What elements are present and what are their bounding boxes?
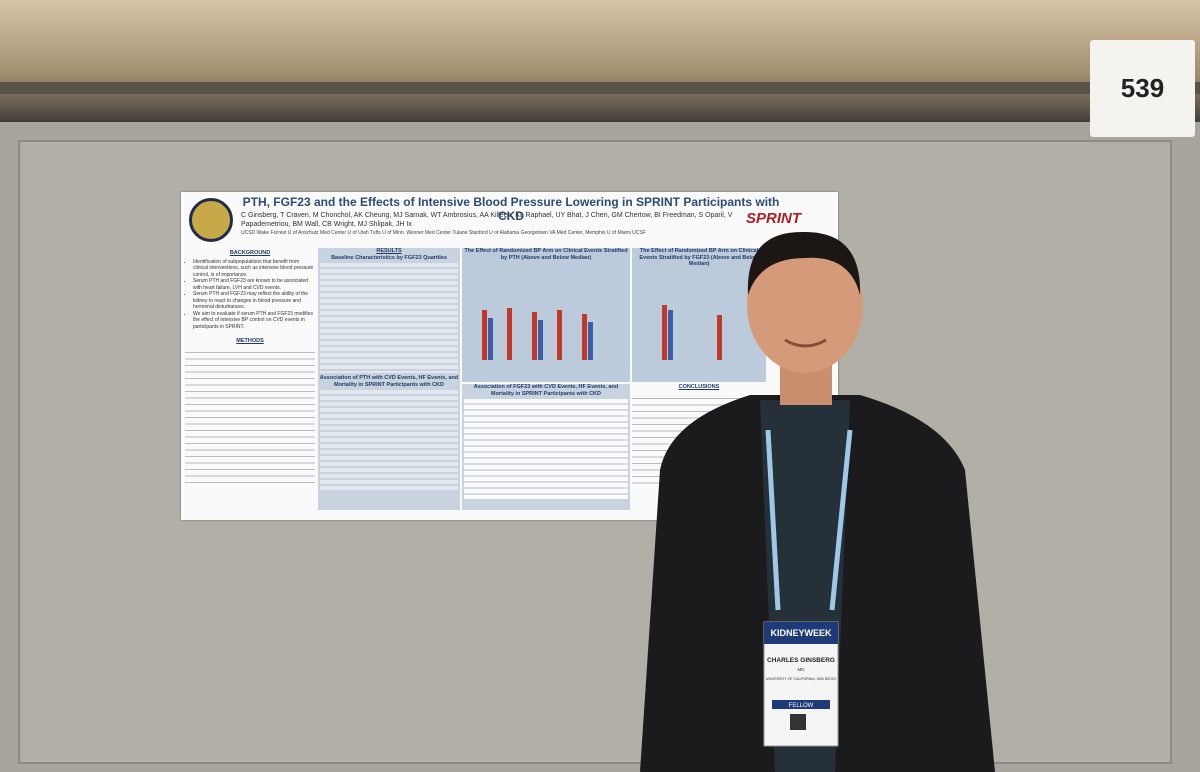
- chart-title: The Effect of Randomized BP Arm on Clini…: [639, 248, 759, 267]
- badge-role-band: [772, 700, 830, 709]
- booth-number: 539: [1090, 40, 1195, 137]
- table-title: Association of PTH with CVD Events, HF E…: [319, 375, 459, 388]
- results-panel: Association of FGF23 with CVD Events, HF…: [462, 384, 630, 510]
- badge-header: [764, 622, 838, 644]
- section-title: RESULTS: [376, 248, 402, 254]
- results-panel: RESULTS Baseline Characteristics by FGF2…: [318, 248, 460, 510]
- bullet: Serum PTH and FGF23 may reflect the abil…: [193, 291, 315, 311]
- face: [747, 237, 863, 373]
- chart-bar: [717, 315, 722, 360]
- chart-title: The Effect of Randomized BP Arm on Clini…: [464, 248, 628, 261]
- bullet: Serum PTH and FGF23 are known to be asso…: [193, 278, 315, 291]
- table-title: Association of FGF23 with CVD Events, HF…: [473, 384, 619, 397]
- chart-bar: [582, 314, 587, 360]
- chart-panel: The Effect of Randomized BP Arm on Clini…: [462, 248, 630, 382]
- background-column: BACKGROUND Identification of subpopulati…: [185, 250, 315, 488]
- section-title: METHODS: [236, 338, 264, 344]
- poster-authors: C Ginsberg, T Craven, M Chonchol, AK Che…: [241, 212, 733, 228]
- chart-panel: The Effect of Randomized BP Arm on Clini…: [632, 248, 766, 382]
- chart-bar: [662, 305, 667, 360]
- chart-bar: [488, 318, 493, 360]
- badge-event: KIDNEYWEEK: [770, 628, 832, 638]
- badge-org: UNIVERSITY OF CALIFORNIA, SAN DIEGO: [766, 677, 836, 681]
- section-title: CONCLUSIONS: [678, 384, 720, 390]
- table: [464, 399, 628, 499]
- smile: [784, 338, 827, 348]
- background-list: Identification of subpopulations that be…: [185, 259, 315, 331]
- table: [320, 263, 458, 373]
- methods-text: [185, 347, 315, 488]
- chart-bar: [507, 308, 512, 360]
- sprint-logo: SPRINT: [746, 210, 802, 227]
- section-title: BACKGROUND: [229, 250, 271, 256]
- chart-bar: [538, 320, 543, 360]
- hair: [747, 231, 861, 295]
- badge-name: CHARLES GINSBERG: [767, 657, 835, 664]
- table-title: Baseline Characteristics by FGF23 Quarti…: [331, 254, 447, 261]
- chart-bar: [532, 312, 537, 360]
- badge-degree: MD: [798, 667, 806, 672]
- chart-bar: [588, 322, 593, 360]
- bullet: Identification of subpopulations that be…: [193, 259, 315, 279]
- ceiling-beam: [0, 82, 1200, 94]
- chart-bar: [557, 310, 562, 360]
- poster-title: PTH, FGF23 and the Effects of Intensive …: [242, 195, 780, 223]
- seal-logo: [189, 198, 233, 242]
- poster-affiliations: UCSD Wake Forrest U of Anschutz Med Cent…: [241, 230, 646, 236]
- ceiling: [0, 0, 1200, 125]
- chart-bar: [482, 310, 487, 360]
- qr-code: [790, 714, 806, 730]
- table: [320, 390, 458, 490]
- bullet: We aim to evaluate if serum PTH and FGF2…: [193, 311, 315, 331]
- lanyard: [765, 429, 853, 611]
- badge-role: FELLOW: [789, 703, 814, 709]
- poster: PTH, FGF23 and the Effects of Intensive …: [181, 192, 838, 520]
- chart-bar: [668, 310, 673, 360]
